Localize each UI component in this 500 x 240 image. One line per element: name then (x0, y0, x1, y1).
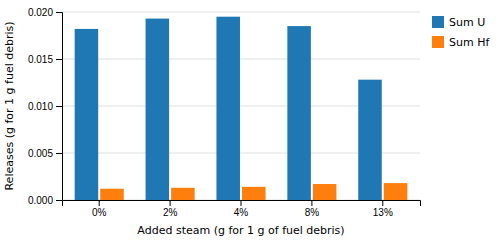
y-tick-mark (56, 200, 62, 201)
y-axis-title: Releases (g for 1 g fuel debris) (3, 21, 16, 190)
x-tick: 13% (373, 200, 393, 218)
bar (313, 184, 337, 200)
y-tick-label: 0.000 (28, 195, 53, 206)
plot-area: 0% 2% 4% 8% 13% 0.000 0.005 0.010 0.015 0.020 (28, 7, 421, 218)
x-tick-mark (311, 200, 312, 206)
legend-item: Sum U (432, 16, 485, 29)
x-tick-mark (99, 200, 100, 206)
x-axis-line (63, 201, 421, 207)
x-tick-label: 8% (305, 207, 320, 218)
chart-container: 0% 2% 4% 8% 13% 0.000 0.005 0.010 0.015 0.020 Adde… (0, 0, 500, 240)
bar (146, 19, 170, 200)
legend-item: Sum Hf (432, 36, 490, 49)
y-tick-mark (56, 59, 62, 60)
grid-line (62, 59, 420, 60)
legend-label: Sum U (449, 16, 485, 29)
x-tick-mark (170, 200, 171, 206)
legend: Sum U Sum Hf (432, 16, 490, 49)
y-axis-line (56, 13, 63, 201)
x-tick-label: 2% (163, 207, 178, 218)
x-tick: 2% (163, 200, 178, 218)
grid-line (62, 12, 420, 13)
grid (62, 12, 420, 200)
x-axis-title: Added steam (g for 1 g of fuel debris) (137, 224, 344, 237)
bar (287, 26, 311, 200)
y-tick-label: 0.005 (28, 148, 53, 159)
y-tick: 0.000 (28, 195, 62, 206)
legend-label: Sum Hf (449, 36, 490, 49)
legend-swatch (432, 16, 444, 28)
bar (75, 29, 99, 200)
y-tick-mark (56, 106, 62, 107)
bar (384, 183, 408, 200)
bar (358, 80, 382, 200)
x-tick-label: 13% (373, 207, 393, 218)
y-tick-label: 0.020 (28, 7, 53, 18)
y-tick-label: 0.015 (28, 54, 53, 65)
bar (100, 189, 124, 200)
y-tick: 0.015 (28, 54, 62, 65)
y-tick-mark (56, 153, 62, 154)
x-tick-mark (241, 200, 242, 206)
y-tick: 0.020 (28, 7, 62, 18)
bars (75, 17, 408, 200)
legend-swatch (432, 36, 444, 48)
bar (171, 188, 195, 200)
y-axis: 0.000 0.005 0.010 0.015 0.020 (28, 7, 63, 206)
y-tick: 0.005 (28, 148, 62, 159)
y-tick-mark (56, 12, 62, 13)
bar (216, 17, 240, 200)
x-axis: 0% 2% 4% 8% 13% (63, 200, 421, 218)
x-tick-mark (382, 200, 383, 206)
x-tick: 4% (234, 200, 249, 218)
x-tick-label: 4% (234, 207, 249, 218)
x-tick: 8% (305, 200, 320, 218)
chart-svg: 0% 2% 4% 8% 13% 0.000 0.005 0.010 0.015 0.020 Adde… (0, 0, 500, 240)
bar (242, 187, 266, 200)
x-tick-label: 0% (92, 207, 107, 218)
y-tick-label: 0.010 (28, 101, 53, 112)
x-tick: 0% (92, 200, 107, 218)
y-tick: 0.010 (28, 101, 62, 112)
